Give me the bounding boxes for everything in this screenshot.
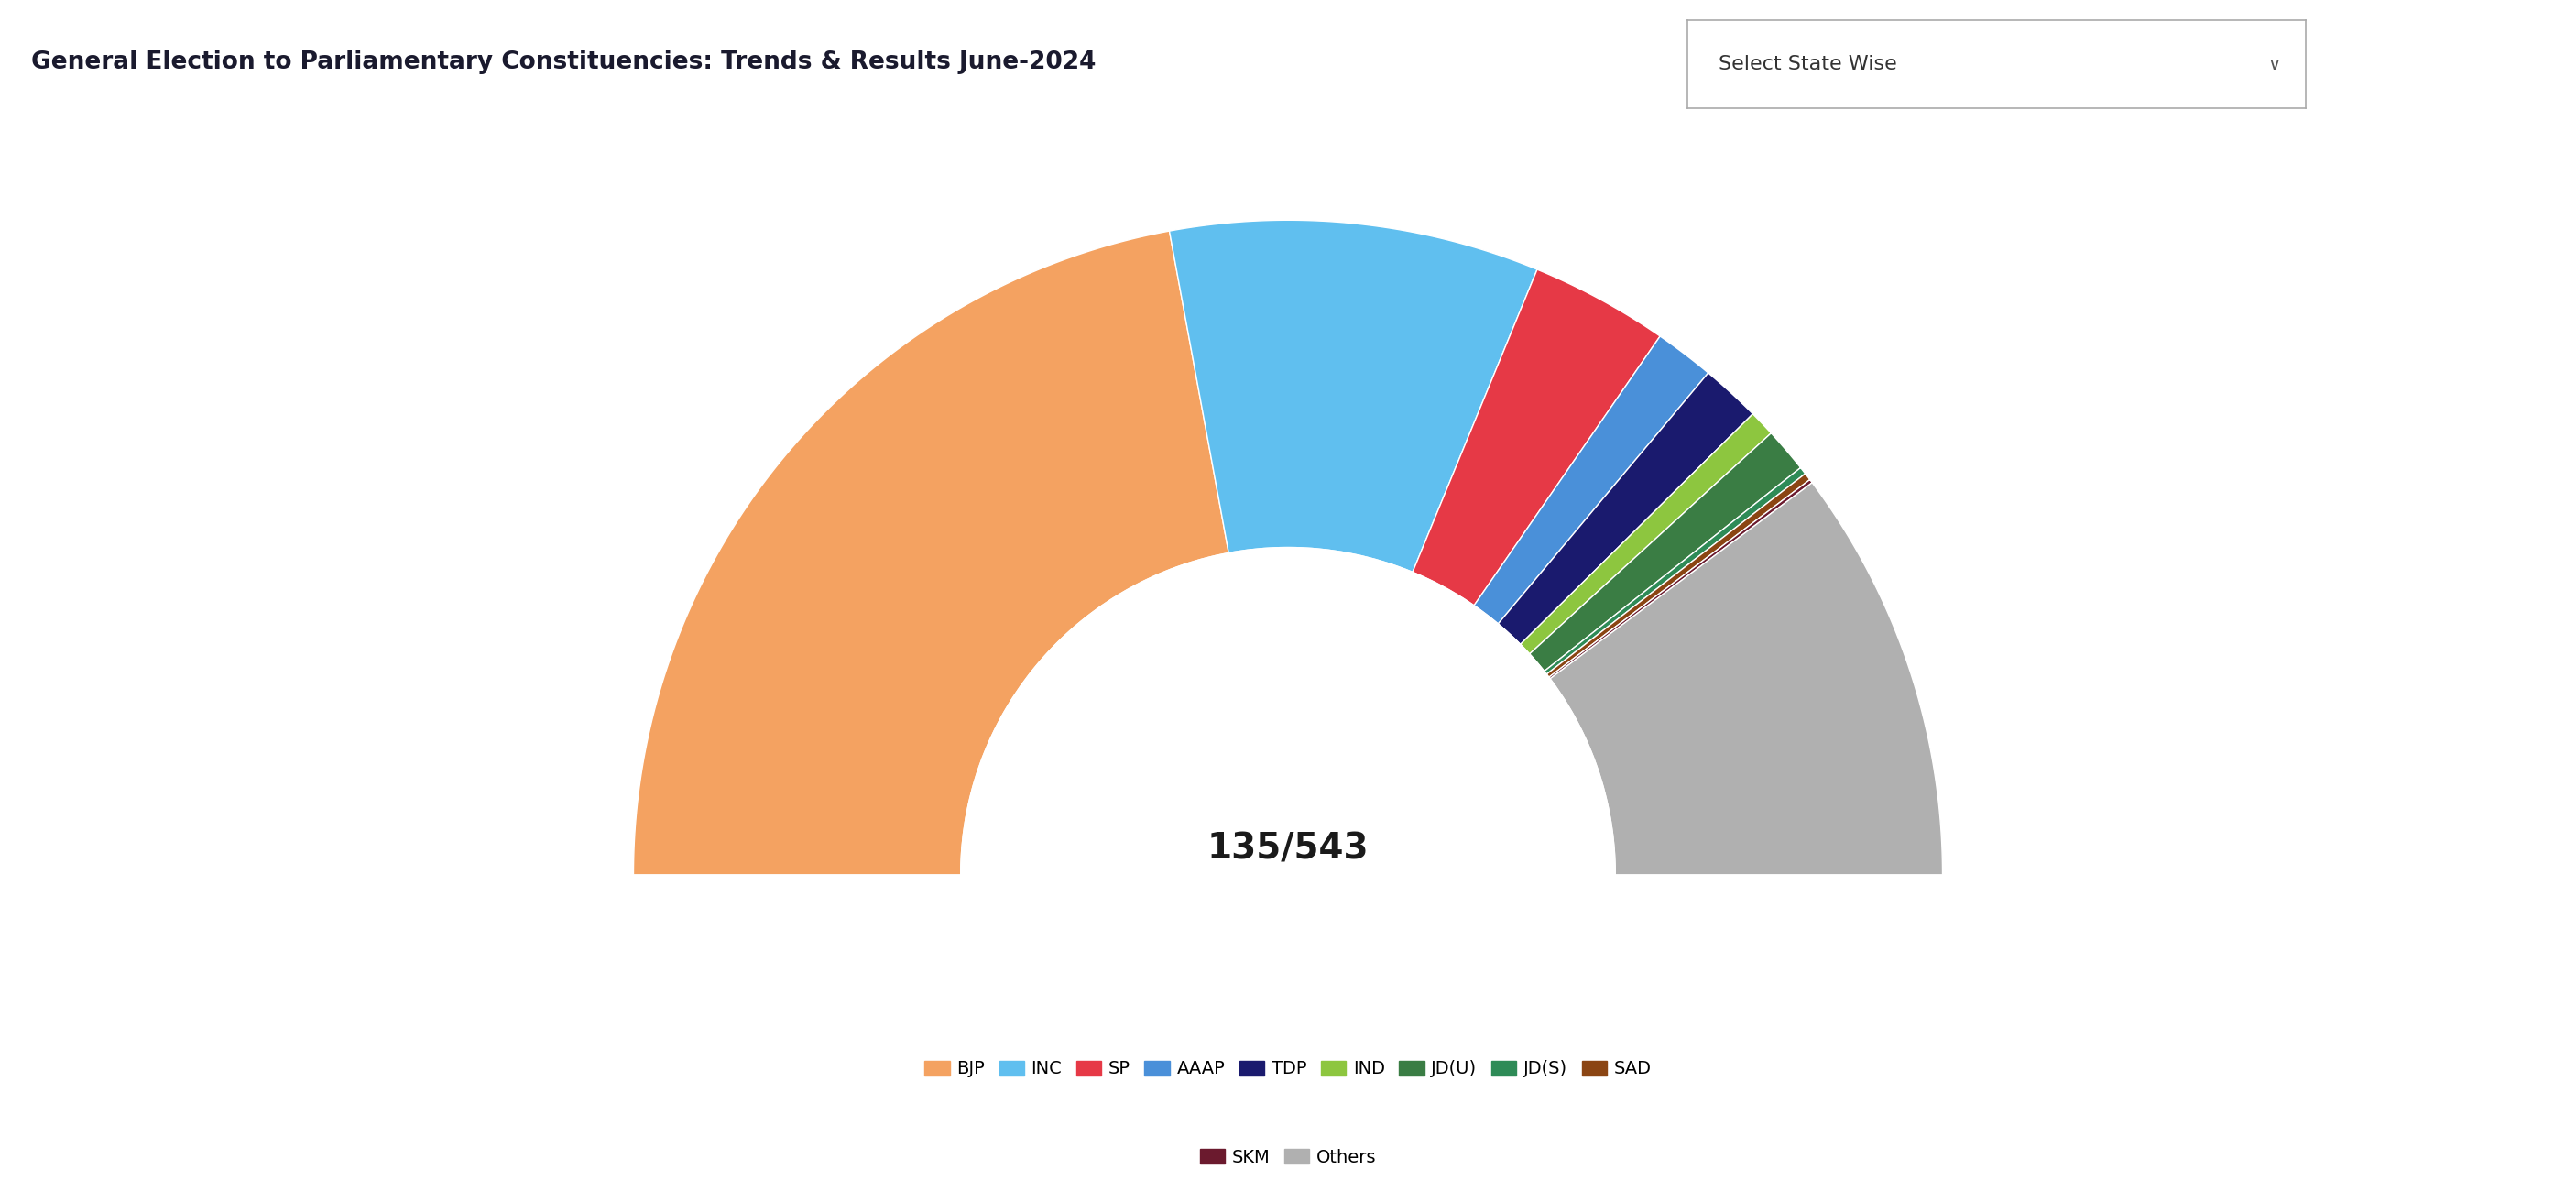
- Polygon shape: [634, 231, 1229, 874]
- Text: Select State Wise: Select State Wise: [1718, 55, 1896, 73]
- Circle shape: [961, 548, 1615, 1180]
- Polygon shape: [1520, 414, 1772, 654]
- Polygon shape: [1499, 373, 1752, 644]
- Polygon shape: [1473, 336, 1708, 624]
- Polygon shape: [1551, 483, 1942, 874]
- Polygon shape: [1543, 467, 1806, 674]
- Polygon shape: [1530, 433, 1801, 671]
- Text: General Election to Parliamentary Constituencies: Trends & Results June-2024: General Election to Parliamentary Consti…: [31, 50, 1095, 74]
- Bar: [536, 874, 2040, 1180]
- Polygon shape: [1548, 479, 1811, 678]
- Polygon shape: [1412, 269, 1659, 605]
- Legend: SKM, Others: SKM, Others: [1193, 1141, 1383, 1173]
- Text: ∨: ∨: [2267, 55, 2280, 73]
- Text: 135/543: 135/543: [1208, 831, 1368, 866]
- Polygon shape: [1170, 221, 1538, 572]
- Polygon shape: [1546, 473, 1811, 677]
